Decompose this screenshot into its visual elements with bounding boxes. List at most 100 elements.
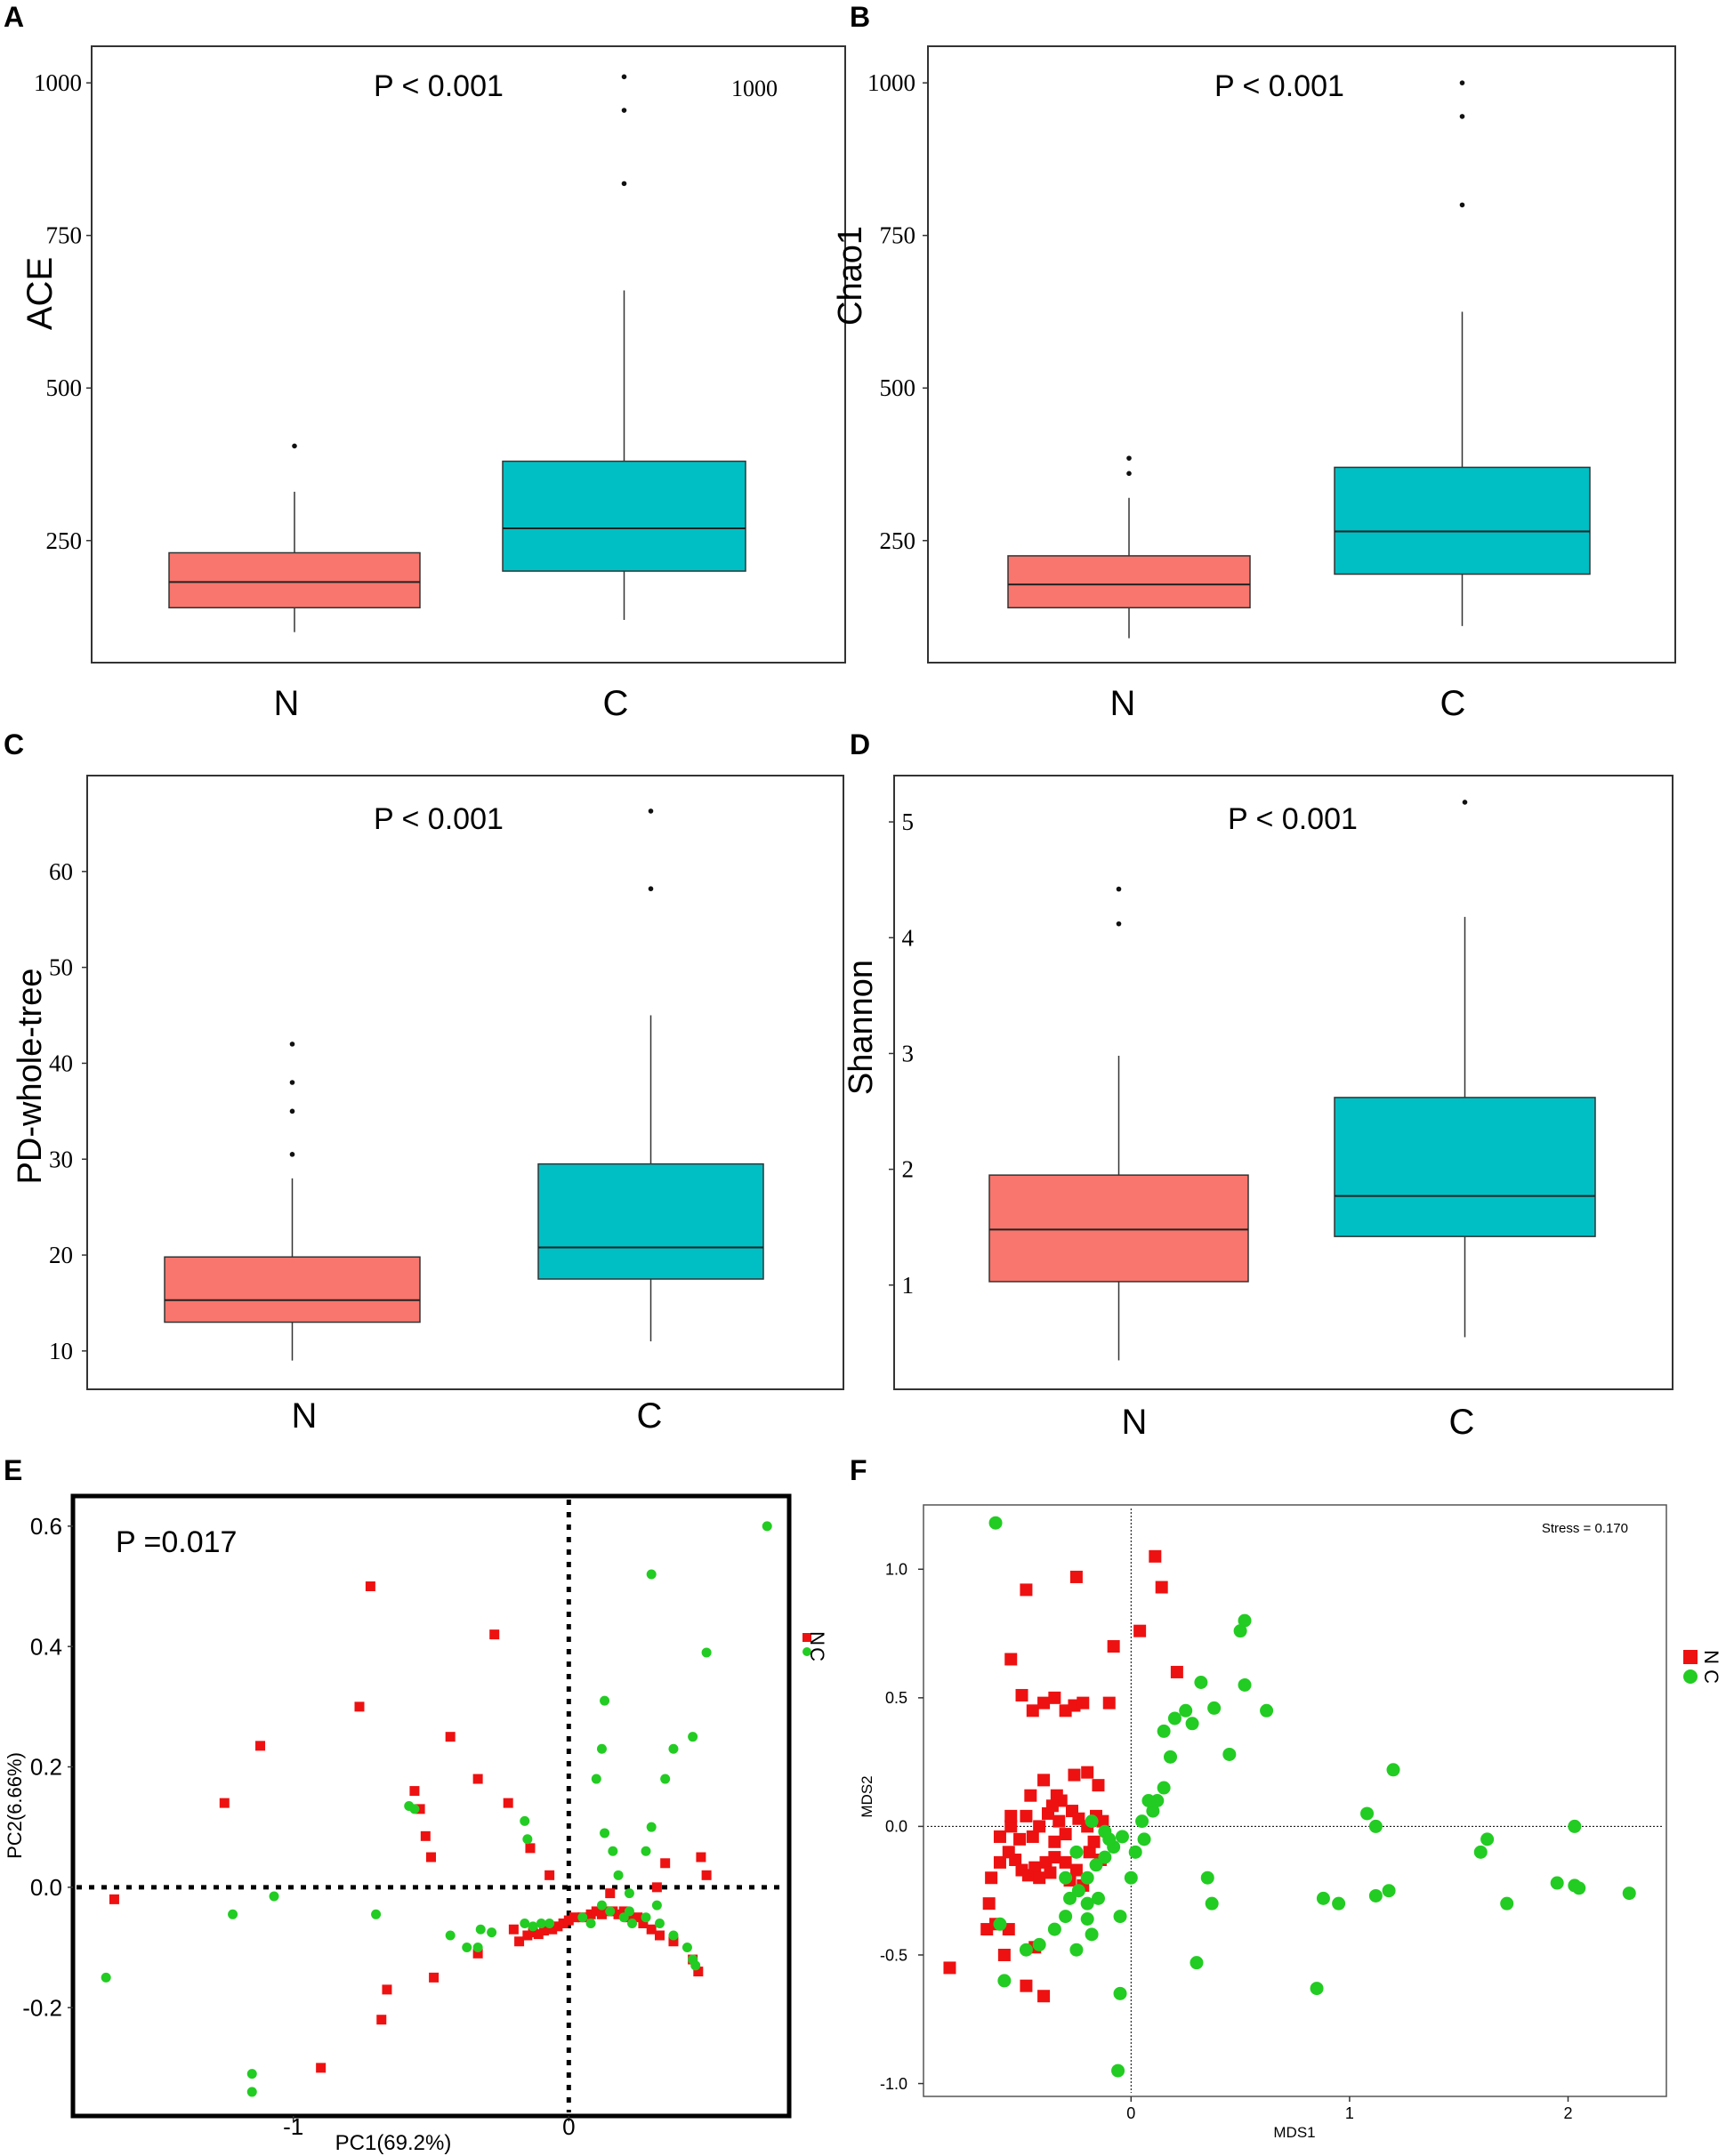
point-c xyxy=(101,1972,111,1983)
box-c xyxy=(537,1162,764,1280)
point-n xyxy=(701,1870,712,1880)
point-n xyxy=(1081,1766,1094,1779)
point-c xyxy=(596,1900,607,1911)
plot-body xyxy=(927,1508,1663,2093)
point-n xyxy=(503,1798,513,1808)
panel-a-ace-boxplot: P < 0.001 1000 ACE 250 500 750 1000 N C xyxy=(20,45,846,723)
outlier-point-c xyxy=(621,74,627,80)
y-tick-label: 1000 xyxy=(867,69,915,96)
y-tick-label: 2 xyxy=(902,1156,915,1183)
point-c xyxy=(1111,2063,1125,2078)
p-value-annotation: P < 0.001 xyxy=(374,802,504,836)
point-c xyxy=(1185,1717,1199,1731)
outlier-point-n xyxy=(289,1080,295,1085)
point-n xyxy=(997,1948,1011,1961)
point-n xyxy=(1102,1696,1116,1710)
y-tick-label: 0.0 xyxy=(885,1818,907,1836)
outlier-point-c xyxy=(648,808,654,814)
point-n xyxy=(654,1930,665,1941)
point-c xyxy=(1157,1724,1171,1738)
point-c xyxy=(1194,1676,1208,1689)
y-tick-label: 4 xyxy=(902,924,915,951)
point-n xyxy=(993,1830,1006,1843)
panel-e-pcoa-scatter: P =0.017 PC2(6.66%) PC1(69.2%) -0.2 0.0 0.… xyxy=(4,1493,828,2155)
point-c xyxy=(371,1909,382,1919)
point-c xyxy=(646,1569,657,1580)
point-n xyxy=(1020,1979,1033,1992)
point-n xyxy=(415,1804,425,1814)
y-tick-label: 0.2 xyxy=(30,1754,62,1781)
point-c xyxy=(1167,1711,1182,1726)
point-n xyxy=(1170,1665,1183,1678)
point-n xyxy=(618,1906,629,1917)
point-n xyxy=(624,1912,634,1923)
plot-frame xyxy=(70,1493,792,2119)
y-tick-label: 1000 xyxy=(34,69,82,96)
point-c xyxy=(605,1906,616,1917)
plot-body xyxy=(164,808,764,1361)
point-c xyxy=(1137,1832,1151,1846)
point-c xyxy=(487,1927,497,1938)
point-n xyxy=(1045,1799,1059,1813)
x-tick-label: 1 xyxy=(1345,2104,1354,2122)
y-axis-label: ACE xyxy=(20,257,60,330)
point-c xyxy=(1360,1806,1375,1821)
y-tick-label: 10 xyxy=(49,1338,73,1364)
point-n xyxy=(613,1909,624,1919)
point-c xyxy=(1164,1750,1178,1764)
point-c xyxy=(688,1732,698,1742)
point-n xyxy=(528,1927,538,1938)
legend-c-label: C xyxy=(1700,1669,1722,1684)
point-c xyxy=(1157,1781,1171,1795)
y-tick-label: 20 xyxy=(49,1242,73,1268)
point-n xyxy=(445,1732,456,1742)
point-c xyxy=(1059,1870,1073,1885)
point-n xyxy=(525,1843,536,1854)
box-c xyxy=(1334,466,1591,575)
x-tick-label: 0 xyxy=(562,2113,575,2140)
point-c xyxy=(1207,1701,1222,1715)
category-label-c: C xyxy=(1449,1403,1475,1442)
legend-n-swatch xyxy=(1683,1650,1698,1664)
point-c xyxy=(1386,1763,1400,1777)
point-n xyxy=(1026,1830,1039,1843)
point-n xyxy=(1107,1640,1120,1653)
stress-annotation: Stress = 0.170 xyxy=(1542,1521,1628,1536)
point-c xyxy=(690,1960,701,1971)
point-c xyxy=(472,1943,483,1953)
point-n xyxy=(569,1912,579,1923)
plot-frame xyxy=(927,45,1676,664)
point-c xyxy=(1128,1845,1142,1859)
point-c xyxy=(246,2087,257,2097)
point-c xyxy=(608,1846,618,1856)
point-c xyxy=(1316,1891,1330,1905)
y-tick-label: 0.0 xyxy=(30,1874,62,1901)
y-ticks: 250 500 750 1000 xyxy=(34,69,92,554)
point-c xyxy=(1080,1912,1094,1926)
point-n xyxy=(558,1918,569,1928)
point-c xyxy=(1141,1794,1156,1807)
point-c xyxy=(682,1943,692,1953)
point-c xyxy=(600,1828,610,1838)
point-n xyxy=(563,1915,574,1926)
point-c xyxy=(654,1918,665,1928)
plot-body xyxy=(77,1500,786,2112)
point-c xyxy=(1238,1613,1252,1628)
plot-body xyxy=(988,800,1596,1361)
outlier-point-c xyxy=(1462,800,1468,805)
point-n xyxy=(1083,1846,1096,1859)
point-n xyxy=(1015,1688,1028,1701)
point-c xyxy=(1080,1896,1094,1911)
point-c xyxy=(1368,1888,1383,1903)
point-c xyxy=(641,1846,651,1856)
point-c xyxy=(1480,1832,1495,1846)
plot-body xyxy=(1007,80,1591,639)
panel-label-b: B xyxy=(850,1,870,33)
point-n xyxy=(1133,1624,1147,1637)
point-c xyxy=(600,1695,610,1706)
legend-n-label: N xyxy=(1700,1650,1722,1664)
point-c xyxy=(1085,1814,1099,1829)
point-n xyxy=(696,1852,706,1862)
category-label-n: N xyxy=(274,684,300,723)
point-n xyxy=(985,1871,998,1885)
